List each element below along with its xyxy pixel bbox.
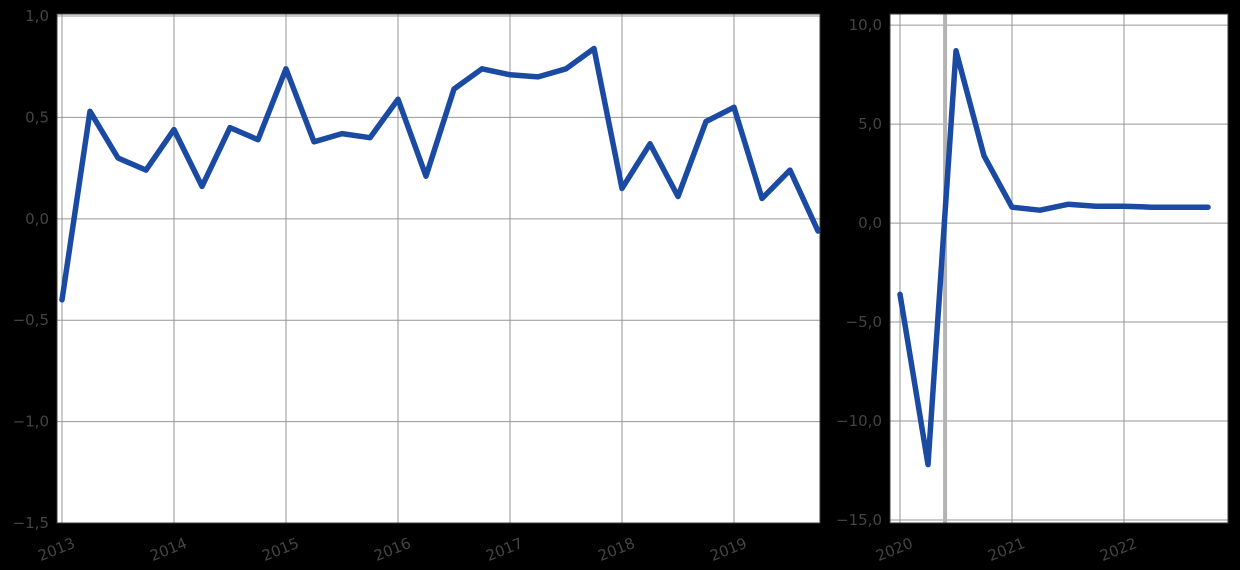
left-panel-xtick-label-0: 2013 bbox=[35, 534, 77, 565]
left-panel-border bbox=[56, 13, 821, 524]
quarterly-growth-2020-2022-line bbox=[897, 48, 1211, 468]
left-panel-xtick-label-1: 2014 bbox=[147, 534, 189, 565]
right-panel-border bbox=[889, 13, 1229, 524]
left-panel-background bbox=[57, 14, 820, 523]
right-panel-xtick-label-0: 2020 bbox=[873, 534, 915, 565]
left-panel-ytick-label-3: −0,5 bbox=[13, 311, 49, 329]
left-panel-ytick-label-4: −1,0 bbox=[13, 413, 49, 431]
left-panel-ytick-label-1: 0,5 bbox=[25, 108, 49, 126]
left-panel-xtick-label-2: 2015 bbox=[259, 534, 301, 565]
right-panel-ytick-label-3: −5,0 bbox=[846, 313, 882, 331]
right-panel-ytick-label-2: 0,0 bbox=[858, 214, 882, 232]
right-panel-ytick-label-0: 10,0 bbox=[849, 16, 882, 34]
right-panel-xtick-label-1: 2021 bbox=[985, 534, 1027, 565]
right-panel-ytick-label-4: −10,0 bbox=[836, 412, 882, 430]
right-panel-ytick-label-5: −15,0 bbox=[836, 511, 882, 529]
left-panel-xtick-label-4: 2017 bbox=[483, 534, 525, 565]
quarterly-growth-2013-2019-line bbox=[59, 45, 821, 303]
left-panel-xtick-label-5: 2018 bbox=[595, 534, 637, 565]
left-panel-ytick-label-2: 0,0 bbox=[25, 210, 49, 228]
left-panel-xtick-label-3: 2016 bbox=[371, 534, 413, 565]
left-panel-xtick-label-6: 2019 bbox=[707, 534, 749, 565]
left-panel-ytick-label-5: −1,5 bbox=[13, 514, 49, 532]
right-panel-xtick-label-2: 2022 bbox=[1097, 534, 1139, 565]
right-panel-ytick-label-1: 5,0 bbox=[858, 115, 882, 133]
left-panel-ytick-label-0: 1,0 bbox=[25, 7, 49, 25]
